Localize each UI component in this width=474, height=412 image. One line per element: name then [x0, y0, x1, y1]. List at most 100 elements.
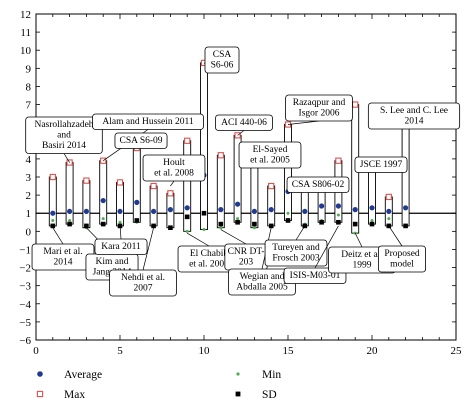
sd-marker — [369, 221, 375, 227]
range-bar — [48, 176, 57, 227]
range-bar — [267, 185, 276, 227]
y-tick-label: −5 — [19, 317, 31, 329]
annotation-text: S. Lee and C. Lee — [380, 106, 448, 116]
annotation-box — [285, 94, 353, 122]
annotation-text: Kim and — [96, 257, 129, 267]
y-tick-label: 0 — [26, 226, 32, 238]
annotation-text: 2014 — [54, 258, 73, 268]
average-marker — [251, 208, 257, 215]
average-marker — [218, 207, 224, 213]
max-marker — [116, 179, 124, 186]
annotation-callout: CNR DT-203 — [220, 229, 268, 271]
average-marker — [403, 205, 409, 211]
annotation-text: JSCE 1997 — [360, 160, 403, 170]
y-tick-label: −3 — [19, 281, 31, 293]
annotation-text: 2007 — [134, 284, 153, 294]
y-tick-label: 8 — [26, 81, 32, 93]
legend-label: Average — [64, 369, 102, 381]
annotation-text: et al. 2008 — [154, 169, 194, 179]
annotation-leader — [170, 180, 175, 187]
sd-marker — [218, 221, 224, 227]
annotation-box — [114, 132, 168, 149]
y-tick-label: −4 — [19, 299, 31, 311]
annotation-text: Mari et al. — [43, 247, 82, 257]
annotation-text: Nehdi et al. — [121, 273, 165, 283]
min-marker — [219, 226, 223, 230]
annotation-box — [264, 239, 328, 267]
sd-marker — [252, 221, 257, 227]
legend-marker — [37, 371, 43, 377]
max-marker — [335, 157, 342, 164]
y-tick-label: 11 — [20, 27, 31, 39]
min-marker — [236, 217, 240, 221]
sd-marker — [67, 221, 72, 227]
max-marker — [66, 159, 73, 166]
annotation-callout: ACI 440-06 — [215, 114, 273, 136]
range-bar — [300, 187, 309, 227]
annotation-leader — [295, 225, 306, 241]
average-marker — [184, 205, 190, 211]
y-tick-label: −6 — [19, 335, 31, 347]
annotation-callout: JSCE 1997 — [354, 156, 408, 173]
y-tick-label: −1 — [19, 244, 31, 256]
annotation-callout: CSA S6-09 — [114, 132, 168, 149]
average-marker — [100, 197, 106, 204]
annotation-text: CSA S806-02 — [292, 180, 345, 190]
x-tick-label: 15 — [283, 345, 295, 357]
range-bar — [216, 154, 225, 229]
max-marker — [100, 157, 107, 164]
y-tick-label: −2 — [19, 263, 31, 275]
range-bar — [82, 180, 91, 229]
y-tick-label: 2 — [26, 190, 32, 202]
max-marker — [49, 173, 56, 181]
sd-marker — [134, 218, 140, 223]
average-marker — [369, 205, 375, 211]
annotation-box — [286, 176, 350, 193]
legend-item-sd: SD — [235, 389, 277, 401]
annotation-text: et al. 2005 — [250, 156, 290, 166]
annotation-leader — [314, 225, 339, 269]
annotation-text: CNR DT- — [228, 247, 265, 257]
legend-item-average: Average — [37, 369, 102, 381]
legend-label: SD — [262, 389, 277, 401]
average-marker — [235, 201, 241, 207]
annotation-text: Wegian and — [240, 272, 285, 282]
annotation-text: Alam and Hussein 2011 — [102, 117, 193, 127]
range-bar — [132, 147, 141, 223]
max-marker — [217, 152, 224, 159]
average-marker — [50, 210, 56, 216]
max-marker — [184, 137, 191, 144]
max-marker — [150, 182, 157, 190]
average-marker — [117, 208, 123, 215]
annotation-text: Kara 2011 — [101, 242, 141, 252]
min-marker — [68, 218, 72, 222]
sd-marker — [285, 218, 291, 223]
sd-marker — [201, 210, 207, 216]
range-bar — [250, 162, 259, 229]
range-bar — [368, 167, 376, 225]
annotation-text: and — [57, 131, 71, 141]
annotation-text: 1999 — [353, 261, 372, 271]
range-bar — [149, 185, 158, 227]
average-marker — [151, 208, 157, 215]
annotation-text: CSA S6-09 — [119, 136, 162, 146]
annotation-box — [354, 156, 408, 173]
annotation-box — [92, 113, 204, 130]
annotation-callout: Nehdi et al.2007 — [109, 227, 177, 297]
y-tick-label: 12 — [20, 9, 31, 21]
legend: Average Min Max SD — [36, 369, 281, 401]
range-bar — [200, 62, 208, 230]
annotation-box — [142, 154, 206, 182]
annotation-text: Basiri 2014 — [42, 141, 86, 151]
min-marker — [387, 217, 391, 221]
annotation-leader — [52, 227, 64, 245]
legend-item-max: Max — [36, 389, 85, 401]
average-marker — [67, 208, 73, 215]
annotation-callout: Kara 2011 — [94, 224, 148, 255]
annotation-text: 203 — [239, 258, 254, 268]
